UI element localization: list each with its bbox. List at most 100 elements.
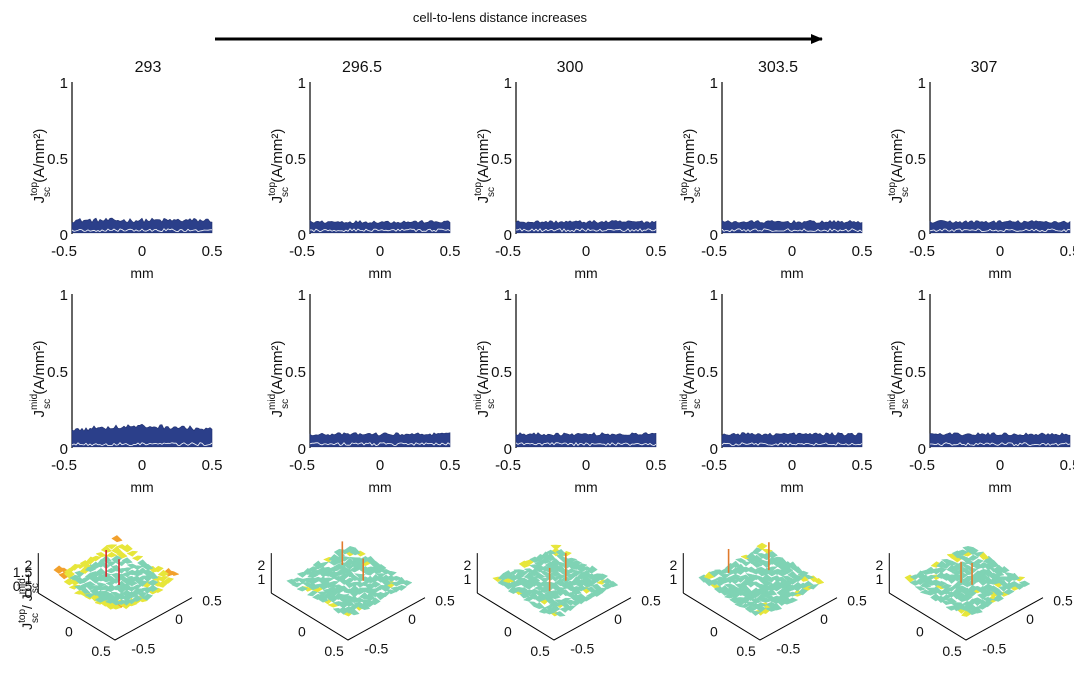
surface-cell bbox=[755, 602, 767, 608]
surface-cell bbox=[745, 566, 757, 573]
z-tick-label: 2 bbox=[257, 557, 265, 573]
x-tick-label: 0.5 bbox=[530, 643, 550, 659]
surface-cell bbox=[152, 575, 164, 582]
ratio-surface-2: 12 0 0.5 -0.5 0 0.5 bbox=[463, 544, 661, 659]
surface-cell bbox=[333, 584, 345, 591]
surface-cell bbox=[575, 593, 587, 600]
x-tick-label: 0 bbox=[376, 457, 384, 474]
surface-cell bbox=[162, 577, 175, 584]
surface-cell bbox=[580, 596, 593, 602]
y-tick-label: 1 bbox=[918, 287, 926, 304]
surface-cell bbox=[771, 575, 783, 582]
surface-cell bbox=[549, 590, 561, 596]
y-tick-label: 0 bbox=[918, 441, 926, 458]
surface-cell bbox=[565, 557, 578, 563]
surface-cell bbox=[79, 577, 91, 583]
surface-cell bbox=[136, 587, 149, 594]
x-tick-label: -0.5 bbox=[289, 243, 315, 260]
surface-cell bbox=[919, 589, 932, 595]
z-tick-label: 2 bbox=[463, 557, 471, 573]
surface-cell bbox=[74, 564, 86, 570]
surface-cell bbox=[111, 535, 123, 543]
x-tick-label: 0.5 bbox=[202, 243, 223, 260]
area-series bbox=[71, 217, 213, 234]
surface-cell bbox=[956, 585, 968, 593]
surface-cell bbox=[782, 561, 794, 570]
surface-cell bbox=[591, 583, 603, 591]
surface-cell bbox=[750, 568, 763, 575]
area-series-noise bbox=[721, 442, 863, 446]
surface-cell bbox=[755, 559, 768, 566]
x-axis-label: mm bbox=[780, 265, 803, 281]
surface-cell bbox=[770, 595, 783, 601]
surface-cell bbox=[750, 587, 762, 594]
surface-cell bbox=[698, 574, 710, 583]
surface-cell bbox=[781, 575, 794, 581]
y-axis-label: Jmid sc (A/mm²) bbox=[679, 341, 703, 418]
surface-cell bbox=[735, 563, 747, 572]
area-series bbox=[515, 432, 657, 448]
y-axis-label: Jtop sc (A/mm²) bbox=[29, 129, 53, 204]
y-tick-label: 0.5 bbox=[1053, 593, 1073, 609]
surface-cell bbox=[971, 605, 983, 614]
surface-cell bbox=[729, 560, 742, 568]
surface-cell bbox=[105, 551, 118, 558]
z-tick-label: 2 bbox=[24, 557, 32, 573]
surface-cell bbox=[765, 595, 778, 602]
surface-cell bbox=[529, 556, 541, 563]
y-tick-label: 1 bbox=[918, 75, 926, 92]
surface-cell bbox=[95, 552, 108, 558]
surface-cell bbox=[787, 570, 799, 579]
x-tick-label: -0.5 bbox=[909, 243, 935, 260]
surface-cell bbox=[84, 593, 97, 598]
surface-cell bbox=[115, 580, 128, 589]
surface-cell bbox=[369, 597, 381, 606]
x-tick-label: 0 bbox=[582, 457, 590, 474]
surface-cell bbox=[89, 571, 102, 578]
column-label-293: 293 bbox=[135, 59, 162, 76]
area-series-noise bbox=[721, 228, 863, 233]
z-tick-label: 1 bbox=[669, 571, 677, 587]
x-tick-label: 0 bbox=[138, 243, 146, 260]
surface-cell bbox=[765, 601, 778, 609]
surface-cell bbox=[364, 575, 376, 584]
column-label-303-5: 303.5 bbox=[758, 59, 798, 76]
surface-cell bbox=[946, 553, 959, 559]
surface-cell bbox=[312, 560, 325, 570]
surface-cell bbox=[115, 600, 128, 605]
surface-cell bbox=[914, 570, 927, 579]
surface-cell bbox=[111, 545, 123, 554]
surface-cell bbox=[734, 577, 747, 583]
surface-cell bbox=[786, 591, 799, 597]
surface-cell bbox=[956, 549, 969, 556]
surface-cell bbox=[713, 569, 726, 576]
x-tick-label: 0.5 bbox=[852, 243, 873, 260]
surface-cell bbox=[987, 585, 999, 593]
x-tick-label: 0.5 bbox=[646, 457, 667, 474]
x-tick-label: 0 bbox=[65, 623, 73, 639]
surface-cell bbox=[369, 573, 382, 582]
y-tick-label: 0.5 bbox=[491, 151, 512, 168]
surface-cell bbox=[121, 544, 133, 553]
surface-cell bbox=[977, 568, 989, 576]
y-tick-label: 0 bbox=[820, 611, 828, 627]
y-tick-label: 0.5 bbox=[905, 364, 926, 381]
surface-cell bbox=[740, 561, 753, 567]
z-tick-label: 2 bbox=[875, 557, 883, 573]
surface-cell bbox=[740, 574, 752, 580]
y-tick-label: 0 bbox=[298, 227, 306, 244]
x-tick-label: 0 bbox=[996, 457, 1004, 474]
y-axis-label: Jtop sc (A/mm²) bbox=[267, 129, 291, 204]
x-axis-label: mm bbox=[988, 265, 1011, 281]
x-tick-label: -0.5 bbox=[495, 457, 521, 474]
surface-cell bbox=[136, 575, 149, 581]
surface-cell bbox=[317, 561, 330, 567]
surface-cell bbox=[312, 583, 324, 589]
z-tick-label: 1.5 bbox=[13, 564, 33, 580]
surface-cell bbox=[703, 571, 715, 580]
surface-cell bbox=[755, 553, 768, 559]
y-tick-label: 0.5 bbox=[47, 151, 68, 168]
